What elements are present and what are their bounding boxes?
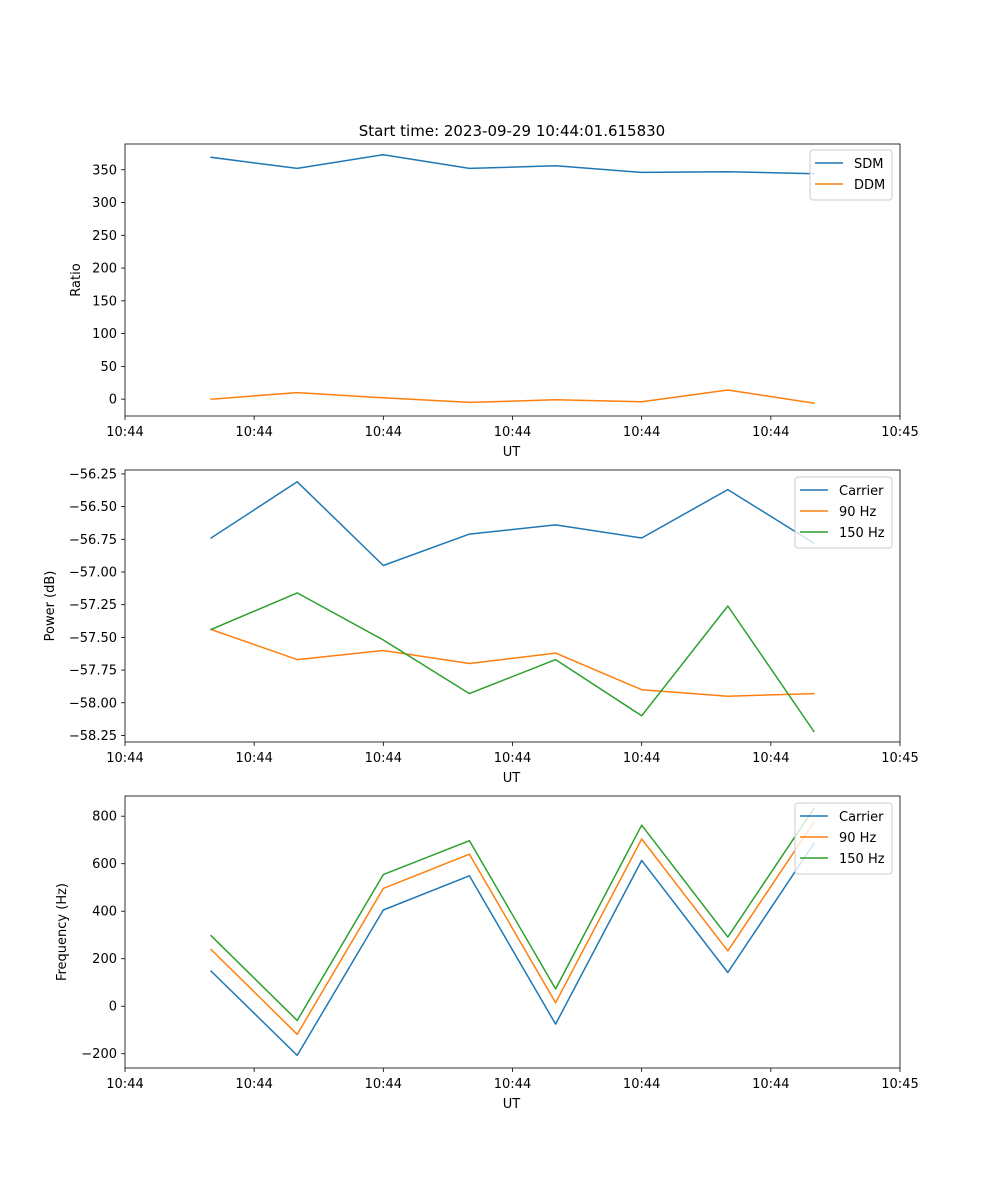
- y-tick-label: 300: [92, 196, 117, 211]
- legend-box: [794, 476, 893, 549]
- y-tick-label: −57.00: [69, 566, 117, 581]
- figure-title: Start time: 2023-09-29 10:44:01.615830: [359, 122, 665, 140]
- x-axis-label: UT: [503, 445, 521, 460]
- chart-panel-1: 10:44 10:44 10:44 10:44 10:44 10:44 10:45 0 50 10…: [69, 143, 919, 460]
- x-tick-label: 10:44: [235, 751, 272, 766]
- x-tick-label: 10:44: [494, 425, 531, 440]
- y-tick-label: −57.50: [69, 631, 117, 646]
- legend-entry-label: Carrier: [839, 810, 884, 825]
- x-tick-label: 10:44: [623, 1077, 660, 1092]
- legend-entry-label: DDM: [854, 178, 885, 193]
- legend-entry-label: 90 Hz: [839, 831, 876, 846]
- y-tick-label: −58.25: [69, 729, 117, 744]
- y-tick-label: −56.50: [69, 500, 117, 515]
- legend: SDM DDM: [809, 149, 893, 201]
- series-line-ddm: [210, 389, 815, 404]
- legend-entry-label: 150 Hz: [839, 526, 885, 541]
- x-tick-label: 10:44: [752, 1077, 789, 1092]
- series-line-150-hz: [210, 807, 815, 1022]
- series-line-carrier: [210, 842, 815, 1057]
- y-tick-label: 0: [109, 1000, 117, 1015]
- x-tick-label: 10:44: [106, 1077, 143, 1092]
- y-tick-label: 400: [92, 905, 117, 920]
- x-tick-label: 10:44: [365, 425, 402, 440]
- y-tick-label: 100: [92, 327, 117, 342]
- x-tick-label: 10:44: [106, 751, 143, 766]
- series-line-90-hz: [210, 821, 815, 1036]
- legend: Carrier 90 Hz 150 Hz: [794, 802, 893, 875]
- legend-entry-label: SDM: [854, 157, 883, 172]
- y-tick-label: 800: [92, 810, 117, 825]
- y-tick-label: 350: [92, 163, 117, 178]
- y-tick-label: −56.75: [69, 533, 117, 548]
- x-tick-label: 10:44: [106, 425, 143, 440]
- x-tick-label: 10:44: [235, 1077, 272, 1092]
- x-tick-label: 10:44: [623, 425, 660, 440]
- legend-entry-label: 90 Hz: [839, 505, 876, 520]
- x-axis-label: UT: [503, 771, 521, 786]
- x-tick-label: 10:45: [881, 751, 918, 766]
- series-line-150-hz: [210, 592, 815, 733]
- y-tick-label: 250: [92, 229, 117, 244]
- x-tick-label: 10:44: [365, 1077, 402, 1092]
- series-line-sdm: [210, 153, 815, 175]
- x-axis-label: UT: [503, 1097, 521, 1112]
- series-line-90-hz: [210, 628, 815, 697]
- x-tick-label: 10:44: [494, 751, 531, 766]
- y-tick-label: 0: [109, 393, 117, 408]
- y-axis-label: Ratio: [69, 263, 84, 296]
- y-tick-label: 50: [100, 360, 117, 375]
- y-axis-label: Power (dB): [43, 571, 58, 642]
- x-tick-label: 10:45: [881, 425, 918, 440]
- x-tick-label: 10:44: [752, 751, 789, 766]
- series-line-carrier: [210, 481, 815, 567]
- y-tick-label: −56.25: [69, 467, 117, 482]
- x-tick-label: 10:44: [235, 425, 272, 440]
- y-tick-label: −57.75: [69, 664, 117, 679]
- legend-entry-label: 150 Hz: [839, 852, 885, 867]
- x-tick-label: 10:44: [365, 751, 402, 766]
- y-tick-label: −200: [81, 1047, 117, 1062]
- y-tick-label: −57.25: [69, 598, 117, 613]
- charts-container: 10:44 10:44 10:44 10:44 10:44 10:44 10:45 0 50 10…: [43, 143, 919, 1112]
- chart-panel-2: 10:44 10:44 10:44 10:44 10:44 10:44 10:45 −58.2…: [43, 467, 919, 786]
- y-tick-label: 200: [92, 952, 117, 967]
- x-tick-label: 10:45: [881, 1077, 918, 1092]
- legend-entry-label: Carrier: [839, 484, 884, 499]
- x-tick-label: 10:44: [623, 751, 660, 766]
- chart-panel-3: 10:44 10:44 10:44 10:44 10:44 10:44 10:45 −200 0…: [55, 795, 919, 1112]
- y-tick-label: −58.00: [69, 696, 117, 711]
- y-tick-label: 150: [92, 294, 117, 309]
- x-tick-label: 10:44: [494, 1077, 531, 1092]
- y-tick-label: 600: [92, 857, 117, 872]
- y-axis-label: Frequency (Hz): [55, 883, 70, 981]
- y-tick-label: 200: [92, 262, 117, 277]
- x-tick-label: 10:44: [752, 425, 789, 440]
- legend-box: [794, 802, 893, 875]
- legend: Carrier 90 Hz 150 Hz: [794, 476, 893, 549]
